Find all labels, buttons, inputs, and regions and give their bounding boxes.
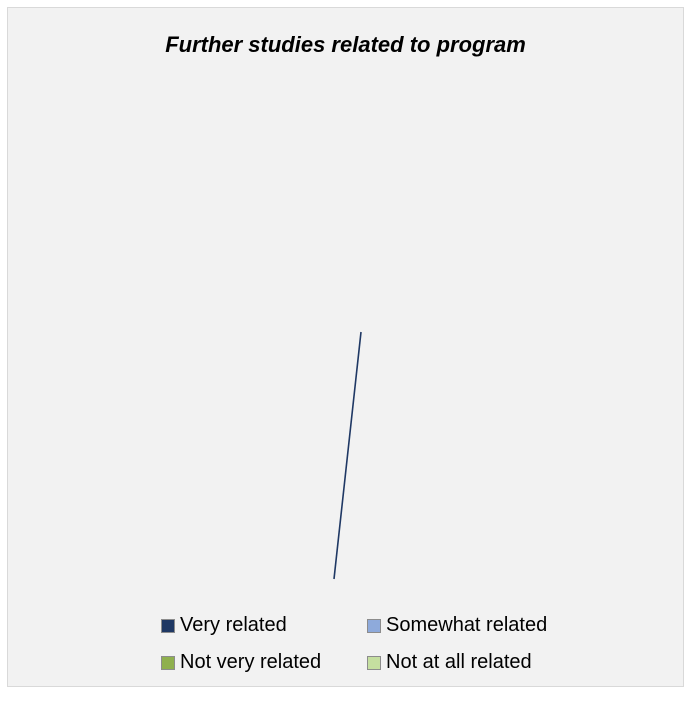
- legend-label: Not very related: [180, 651, 322, 673]
- legend-swatch: [161, 655, 175, 670]
- legend: Very related Somewhat related Not very r…: [161, 614, 573, 674]
- legend-label: Somewhat related: [386, 614, 548, 636]
- legend-item-not-at-all-related: Not at all related: [367, 651, 573, 674]
- legend-item-very-related: Very related: [161, 614, 367, 637]
- legend-swatch: [161, 618, 175, 633]
- chart-frame: Further studies related to program Very …: [7, 7, 684, 687]
- pie-slice-very-related: [333, 331, 362, 580]
- legend-swatch: [367, 655, 381, 670]
- legend-swatch: [367, 618, 381, 633]
- chart-title: Further studies related to program: [165, 32, 526, 57]
- legend-item-somewhat-related: Somewhat related: [367, 614, 573, 637]
- legend-item-not-very-related: Not very related: [161, 651, 367, 674]
- legend-label: Not at all related: [386, 651, 532, 673]
- legend-label: Very related: [180, 614, 287, 636]
- plot-area: [333, 331, 362, 580]
